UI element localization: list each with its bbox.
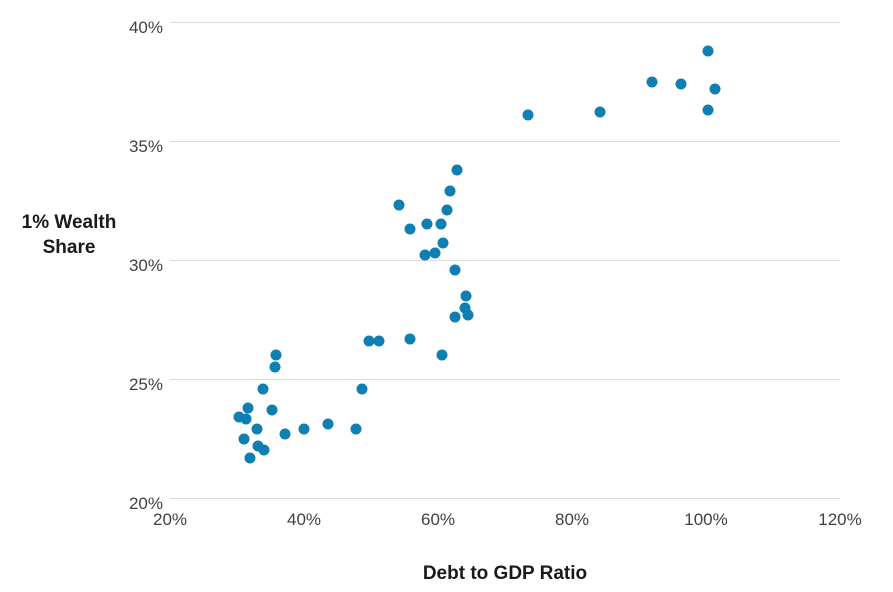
data-point	[244, 452, 256, 464]
data-point	[522, 109, 534, 121]
x-axis-title: Debt to GDP Ratio	[422, 563, 588, 584]
data-point	[251, 423, 263, 435]
data-point	[594, 106, 606, 118]
data-point	[449, 264, 461, 276]
data-point	[279, 428, 291, 440]
data-point	[449, 311, 461, 323]
gridline-y-40	[170, 22, 840, 23]
data-point	[675, 78, 687, 90]
data-point	[298, 423, 310, 435]
y-tick-label-25: 25%	[128, 375, 163, 394]
data-point	[404, 223, 416, 235]
data-point	[270, 349, 282, 361]
data-point	[242, 402, 254, 414]
data-point	[436, 349, 448, 361]
y-axis-title: 1% Wealth Share	[10, 210, 128, 260]
data-point	[257, 383, 269, 395]
y-axis-title-line1: 1% Wealth	[21, 212, 117, 233]
data-point	[238, 433, 250, 444]
x-tick-label-80: 80%	[554, 510, 590, 529]
data-point	[356, 383, 368, 395]
data-point	[258, 444, 270, 456]
data-point	[709, 83, 721, 95]
data-point	[444, 185, 456, 197]
data-point	[646, 76, 658, 87]
data-point	[435, 218, 447, 230]
y-axis-title-line2: Share	[42, 237, 96, 258]
data-point	[350, 423, 362, 435]
data-point	[233, 411, 245, 423]
data-point	[373, 335, 385, 347]
x-tick-label-100: 100%	[684, 510, 728, 529]
x-tick-label-60: 60%	[420, 510, 456, 529]
data-point	[404, 333, 416, 345]
x-tick-label-40: 40%	[286, 510, 322, 529]
data-point	[322, 418, 334, 430]
data-point	[363, 335, 375, 347]
y-tick-label-20: 20%	[128, 494, 163, 513]
gridline-y-30	[170, 260, 840, 261]
gridline-y-20	[170, 498, 840, 499]
x-tick-label-20: 20%	[152, 510, 188, 529]
gridline-y-25	[170, 379, 840, 380]
data-point	[240, 413, 252, 425]
data-point	[437, 237, 449, 249]
data-point	[421, 218, 433, 230]
data-point	[451, 164, 463, 176]
data-point	[460, 290, 472, 302]
data-point	[462, 309, 474, 321]
y-tick-label-35: 35%	[128, 137, 163, 156]
data-point	[252, 440, 264, 452]
data-point	[441, 204, 453, 216]
data-point	[419, 249, 431, 261]
y-tick-label-40: 40%	[128, 18, 163, 37]
y-tick-label-30: 30%	[128, 256, 163, 275]
data-point	[269, 361, 281, 373]
data-point	[702, 45, 714, 57]
data-point	[459, 302, 471, 314]
data-point	[266, 404, 278, 416]
x-tick-label-120: 120%	[818, 510, 862, 529]
gridline-y-35	[170, 141, 840, 142]
data-point	[429, 247, 441, 259]
data-point	[702, 104, 714, 116]
data-point	[393, 199, 405, 211]
